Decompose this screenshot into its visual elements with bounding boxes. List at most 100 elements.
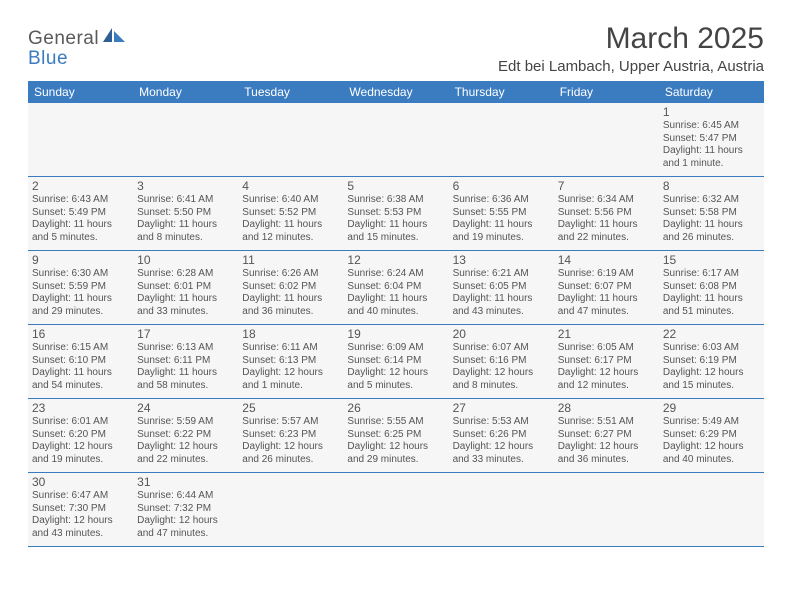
daylight-line: and 15 minutes. bbox=[663, 380, 760, 393]
day-number: 15 bbox=[663, 253, 760, 267]
daylight-line: and 5 minutes. bbox=[32, 232, 129, 245]
sunrise-line: Sunrise: 6:36 AM bbox=[453, 194, 550, 207]
calendar-row: 1Sunrise: 6:45 AMSunset: 5:47 PMDaylight… bbox=[28, 103, 764, 177]
sunset-line: Sunset: 5:50 PM bbox=[137, 207, 234, 220]
sunrise-line: Sunrise: 6:17 AM bbox=[663, 268, 760, 281]
daylight-line: and 47 minutes. bbox=[137, 528, 234, 541]
logo-text-general: General bbox=[28, 28, 99, 50]
sunrise-line: Sunrise: 5:53 AM bbox=[453, 416, 550, 429]
sunset-line: Sunset: 6:10 PM bbox=[32, 355, 129, 368]
calendar-cell: 17Sunrise: 6:13 AMSunset: 6:11 PMDayligh… bbox=[133, 325, 238, 399]
calendar-cell-empty bbox=[659, 473, 764, 547]
daylight-line: Daylight: 11 hours bbox=[242, 219, 339, 232]
calendar-cell: 7Sunrise: 6:34 AMSunset: 5:56 PMDaylight… bbox=[554, 177, 659, 251]
day-number: 16 bbox=[32, 327, 129, 341]
sunrise-line: Sunrise: 6:44 AM bbox=[137, 490, 234, 503]
sunset-line: Sunset: 6:07 PM bbox=[558, 281, 655, 294]
daylight-line: Daylight: 11 hours bbox=[137, 367, 234, 380]
daylight-line: and 29 minutes. bbox=[347, 454, 444, 467]
daylight-line: Daylight: 12 hours bbox=[663, 441, 760, 454]
sunset-line: Sunset: 6:20 PM bbox=[32, 429, 129, 442]
sunset-line: Sunset: 7:32 PM bbox=[137, 503, 234, 516]
header: General March 2025 Edt bei Lambach, Uppe… bbox=[28, 22, 764, 75]
weekday-header: Friday bbox=[554, 81, 659, 103]
day-number: 17 bbox=[137, 327, 234, 341]
day-number: 2 bbox=[32, 179, 129, 193]
calendar-cell: 2Sunrise: 6:43 AMSunset: 5:49 PMDaylight… bbox=[28, 177, 133, 251]
day-number: 28 bbox=[558, 401, 655, 415]
sunrise-line: Sunrise: 6:11 AM bbox=[242, 342, 339, 355]
day-number: 29 bbox=[663, 401, 760, 415]
title-block: March 2025 Edt bei Lambach, Upper Austri… bbox=[498, 22, 764, 75]
daylight-line: Daylight: 11 hours bbox=[663, 145, 760, 158]
calendar-cell: 11Sunrise: 6:26 AMSunset: 6:02 PMDayligh… bbox=[238, 251, 343, 325]
daylight-line: and 12 minutes. bbox=[242, 232, 339, 245]
daylight-line: Daylight: 12 hours bbox=[32, 515, 129, 528]
sunset-line: Sunset: 6:26 PM bbox=[453, 429, 550, 442]
calendar-cell: 14Sunrise: 6:19 AMSunset: 6:07 PMDayligh… bbox=[554, 251, 659, 325]
daylight-line: and 5 minutes. bbox=[347, 380, 444, 393]
day-number: 31 bbox=[137, 475, 234, 489]
sunset-line: Sunset: 6:05 PM bbox=[453, 281, 550, 294]
daylight-line: Daylight: 12 hours bbox=[453, 441, 550, 454]
daylight-line: and 40 minutes. bbox=[347, 306, 444, 319]
daylight-line: Daylight: 12 hours bbox=[347, 441, 444, 454]
weekday-header: Thursday bbox=[449, 81, 554, 103]
calendar-cell: 23Sunrise: 6:01 AMSunset: 6:20 PMDayligh… bbox=[28, 399, 133, 473]
daylight-line: and 51 minutes. bbox=[663, 306, 760, 319]
sunrise-line: Sunrise: 6:32 AM bbox=[663, 194, 760, 207]
logo-text-blue: Blue bbox=[28, 48, 68, 69]
sunset-line: Sunset: 6:22 PM bbox=[137, 429, 234, 442]
sunset-line: Sunset: 6:08 PM bbox=[663, 281, 760, 294]
sunrise-line: Sunrise: 5:59 AM bbox=[137, 416, 234, 429]
day-number: 11 bbox=[242, 253, 339, 267]
daylight-line: Daylight: 11 hours bbox=[32, 367, 129, 380]
daylight-line: and 22 minutes. bbox=[558, 232, 655, 245]
sunset-line: Sunset: 6:13 PM bbox=[242, 355, 339, 368]
day-number: 12 bbox=[347, 253, 444, 267]
sunset-line: Sunset: 6:16 PM bbox=[453, 355, 550, 368]
calendar-cell: 13Sunrise: 6:21 AMSunset: 6:05 PMDayligh… bbox=[449, 251, 554, 325]
sunset-line: Sunset: 6:23 PM bbox=[242, 429, 339, 442]
daylight-line: and 12 minutes. bbox=[558, 380, 655, 393]
calendar-cell: 10Sunrise: 6:28 AMSunset: 6:01 PMDayligh… bbox=[133, 251, 238, 325]
daylight-line: Daylight: 11 hours bbox=[242, 293, 339, 306]
calendar-cell: 20Sunrise: 6:07 AMSunset: 6:16 PMDayligh… bbox=[449, 325, 554, 399]
calendar-row: 16Sunrise: 6:15 AMSunset: 6:10 PMDayligh… bbox=[28, 325, 764, 399]
calendar-cell: 29Sunrise: 5:49 AMSunset: 6:29 PMDayligh… bbox=[659, 399, 764, 473]
calendar-cell: 12Sunrise: 6:24 AMSunset: 6:04 PMDayligh… bbox=[343, 251, 448, 325]
day-number: 22 bbox=[663, 327, 760, 341]
calendar-cell: 25Sunrise: 5:57 AMSunset: 6:23 PMDayligh… bbox=[238, 399, 343, 473]
calendar-cell: 19Sunrise: 6:09 AMSunset: 6:14 PMDayligh… bbox=[343, 325, 448, 399]
calendar-row: 23Sunrise: 6:01 AMSunset: 6:20 PMDayligh… bbox=[28, 399, 764, 473]
sunrise-line: Sunrise: 6:21 AM bbox=[453, 268, 550, 281]
sunrise-line: Sunrise: 5:49 AM bbox=[663, 416, 760, 429]
calendar-cell-empty bbox=[28, 103, 133, 177]
day-number: 19 bbox=[347, 327, 444, 341]
sunrise-line: Sunrise: 6:40 AM bbox=[242, 194, 339, 207]
calendar-cell-empty bbox=[133, 103, 238, 177]
logo-sails-icon bbox=[101, 26, 127, 49]
daylight-line: Daylight: 12 hours bbox=[137, 515, 234, 528]
sunset-line: Sunset: 6:11 PM bbox=[137, 355, 234, 368]
calendar-cell-empty bbox=[449, 103, 554, 177]
day-number: 1 bbox=[663, 105, 760, 119]
day-number: 14 bbox=[558, 253, 655, 267]
weekday-header: Sunday bbox=[28, 81, 133, 103]
sunrise-line: Sunrise: 6:24 AM bbox=[347, 268, 444, 281]
daylight-line: Daylight: 12 hours bbox=[453, 367, 550, 380]
daylight-line: and 36 minutes. bbox=[558, 454, 655, 467]
calendar-cell: 24Sunrise: 5:59 AMSunset: 6:22 PMDayligh… bbox=[133, 399, 238, 473]
sunset-line: Sunset: 6:29 PM bbox=[663, 429, 760, 442]
day-number: 21 bbox=[558, 327, 655, 341]
sunrise-line: Sunrise: 6:41 AM bbox=[137, 194, 234, 207]
calendar-table: SundayMondayTuesdayWednesdayThursdayFrid… bbox=[28, 81, 764, 547]
daylight-line: Daylight: 11 hours bbox=[32, 293, 129, 306]
daylight-line: and 43 minutes. bbox=[453, 306, 550, 319]
daylight-line: Daylight: 11 hours bbox=[32, 219, 129, 232]
daylight-line: Daylight: 12 hours bbox=[32, 441, 129, 454]
daylight-line: and 40 minutes. bbox=[663, 454, 760, 467]
calendar-cell: 28Sunrise: 5:51 AMSunset: 6:27 PMDayligh… bbox=[554, 399, 659, 473]
daylight-line: and 1 minute. bbox=[663, 158, 760, 171]
daylight-line: and 8 minutes. bbox=[137, 232, 234, 245]
